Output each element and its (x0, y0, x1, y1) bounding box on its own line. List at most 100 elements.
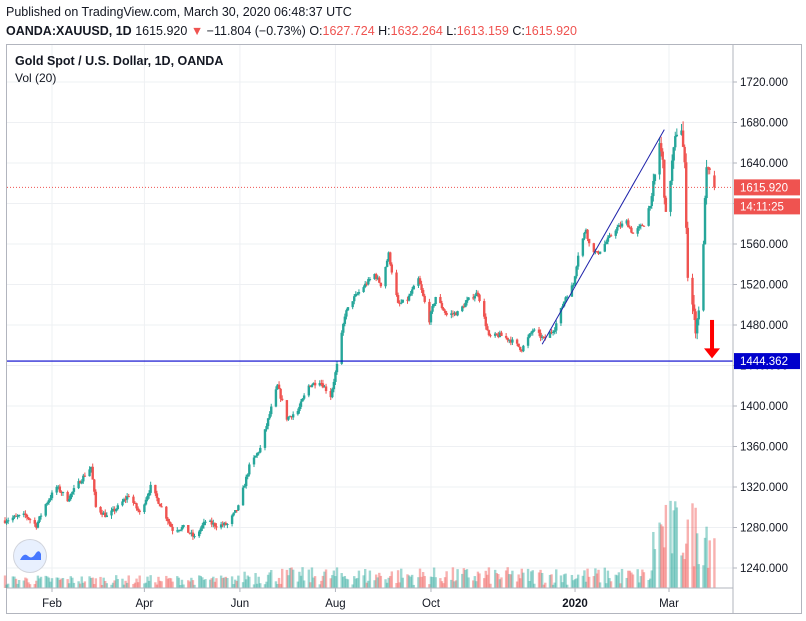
volume-bar (176, 576, 179, 588)
candle-body (489, 335, 492, 337)
volume-bar (25, 578, 29, 588)
price-tick-label: 1680.000 (740, 118, 788, 130)
volume-bar (695, 533, 699, 588)
candle-body (198, 531, 201, 537)
candle-body (177, 530, 181, 532)
candle-body (374, 274, 378, 279)
candle-body (155, 493, 159, 499)
volume-bar (555, 569, 558, 588)
chart-frame[interactable] (6, 44, 802, 614)
candle-body (493, 333, 497, 336)
candle-body (357, 291, 361, 294)
volume-bar (291, 569, 295, 588)
volume-bar (28, 584, 32, 588)
volume-bar (244, 579, 248, 588)
volume-bar (179, 584, 182, 588)
candle-body (232, 512, 235, 516)
volume-bar (681, 552, 685, 588)
symbol-name[interactable]: OANDA:XAUUSD, 1D (6, 24, 132, 38)
volume-bar (708, 540, 711, 588)
volume-bar (193, 584, 196, 588)
candle-body (313, 382, 317, 386)
candle-body (340, 332, 343, 364)
candle-body (13, 515, 16, 518)
volume-bar (467, 577, 470, 588)
candle-body (223, 522, 226, 526)
candle-body (144, 499, 148, 505)
volume-bar (353, 576, 356, 588)
volume-bar (412, 584, 415, 588)
candle-body (182, 525, 185, 528)
low-value: 1613.159 (456, 24, 509, 38)
candle-body (658, 143, 661, 175)
price-tick-label: 1240.000 (740, 563, 788, 575)
candle-body (685, 162, 688, 228)
candle-body (564, 297, 567, 302)
volume-bar (329, 578, 332, 588)
volume-bar (343, 576, 347, 588)
volume-bar (675, 507, 679, 588)
volume-bar (506, 567, 509, 588)
volume-bar (6, 583, 10, 588)
candle-body (475, 292, 478, 297)
candle-body (263, 429, 267, 448)
volume-bar (263, 584, 267, 588)
candle-body (165, 506, 168, 519)
candle-body (390, 264, 394, 273)
candle-body (702, 244, 705, 311)
countdown-tag: 14:11:25 (740, 201, 784, 213)
volume-bar (608, 578, 611, 588)
volume-bar (531, 570, 534, 588)
volume-bar (487, 567, 491, 588)
candle-body (343, 316, 347, 324)
candle-body (132, 496, 135, 503)
time-tick-label: Mar (659, 598, 679, 610)
chart-grid (7, 45, 733, 588)
volume-bar (113, 580, 116, 588)
candle-body (226, 524, 229, 526)
candle-body (378, 277, 381, 283)
candle-body (506, 337, 509, 341)
candle-body (462, 306, 466, 308)
time-tick-label: Apr (135, 598, 153, 610)
volume-legend[interactable]: Vol (20) (15, 71, 57, 85)
candle-body (241, 487, 245, 506)
candle-body (296, 411, 300, 415)
candle-body (288, 416, 292, 418)
volume-bar (533, 583, 536, 588)
volume-bar (93, 584, 96, 588)
volume-bar (638, 582, 641, 588)
volume-bar (702, 565, 705, 588)
volume-bar (24, 577, 27, 588)
candle-body (495, 333, 498, 335)
volume-bar (57, 577, 60, 588)
volume-bar (432, 567, 436, 588)
candle-body (166, 518, 170, 522)
volume-bar (473, 576, 477, 588)
volume-bar (384, 579, 387, 588)
candle-body (686, 227, 689, 278)
volume-bar (252, 584, 256, 588)
candle-body (50, 492, 54, 499)
volume-bar (11, 576, 15, 588)
volume-bar (454, 580, 458, 588)
candle-body (453, 312, 456, 314)
candle-body (561, 306, 564, 308)
volume-bar (606, 570, 610, 588)
volume-bar (387, 577, 390, 588)
volume-bar (82, 582, 85, 588)
volume-bar (342, 576, 345, 588)
volume-bar (674, 501, 677, 588)
time-axis: Feb Apr Jun Aug Oct 2020 Mar (7, 587, 733, 610)
tradingview-logo-icon[interactable] (14, 540, 46, 572)
volume-bar (451, 567, 455, 588)
volume-bar (121, 578, 124, 588)
volume-bar (77, 581, 80, 588)
candle-body (66, 492, 69, 502)
volume-bar (418, 568, 422, 588)
volume-bar (296, 581, 300, 588)
trend-line (541, 129, 665, 345)
candle-body (310, 385, 314, 387)
chart-legend-title[interactable]: Gold Spot / U.S. Dollar, 1D, OANDA (15, 54, 224, 68)
